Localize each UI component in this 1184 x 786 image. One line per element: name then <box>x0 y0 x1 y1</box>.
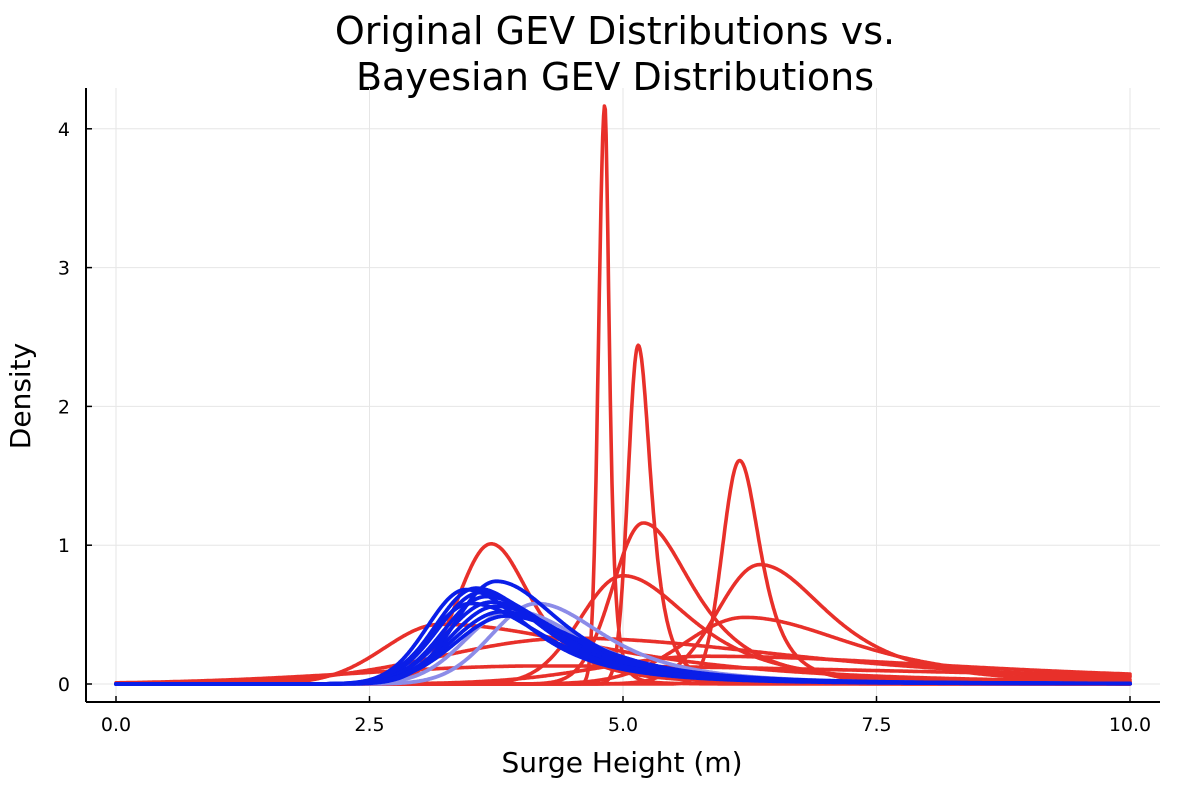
series-layer <box>114 104 1132 686</box>
x-tick-label: 5.0 <box>608 714 638 736</box>
chart-title-line-1: Original GEV Distributions vs. <box>334 9 896 53</box>
x-tick-label: 0.0 <box>101 714 131 736</box>
x-tick-label: 10.0 <box>1109 714 1151 736</box>
tick-layer: 0.0 2.5 5.0 7.5 10.0 0 1 2 3 4 <box>58 119 1151 736</box>
y-tick-label: 3 <box>58 258 70 280</box>
x-tick-label: 2.5 <box>354 714 384 736</box>
y-tick-label: 1 <box>58 535 70 557</box>
y-tick-label: 0 <box>58 674 70 696</box>
series-line-bayesian-23 <box>114 601 1132 686</box>
y-tick-label: 2 <box>58 396 70 418</box>
chart-title-line-2: Bayesian GEV Distributions <box>355 55 875 99</box>
x-axis-label: Surge Height (m) <box>501 746 742 779</box>
x-tick-label: 7.5 <box>861 714 891 736</box>
y-axis-label: Density <box>4 343 37 449</box>
grid <box>86 88 1160 702</box>
y-tick-label: 4 <box>58 119 70 141</box>
series-line-original-9 <box>114 636 1132 686</box>
